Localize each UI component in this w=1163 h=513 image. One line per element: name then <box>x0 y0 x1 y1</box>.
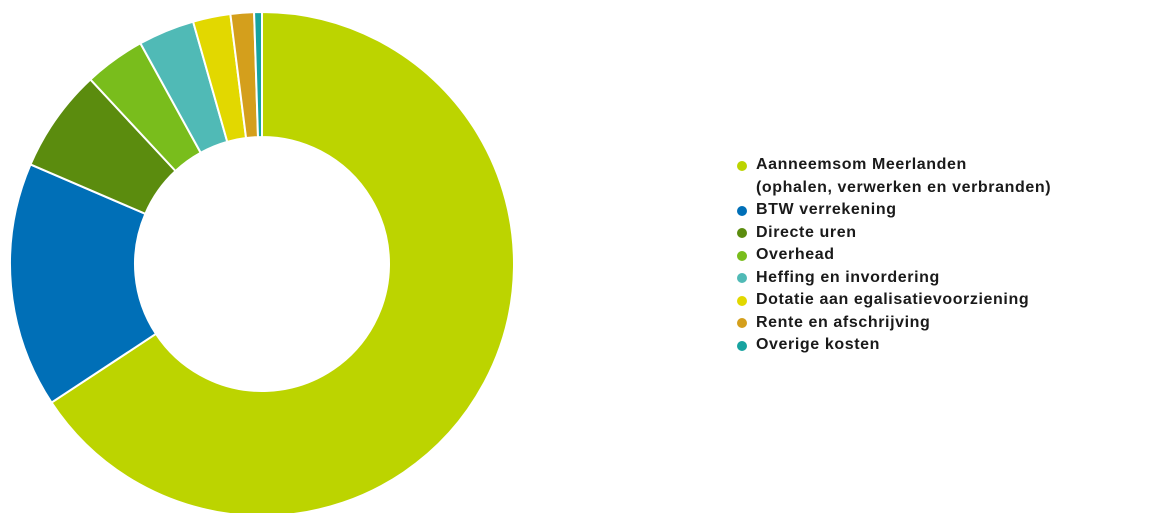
legend-swatch <box>737 318 747 328</box>
legend-swatch <box>737 340 747 351</box>
chart-legend: Aanneemsom Meerlanden (ophalen, verwerke… <box>736 154 1163 357</box>
legend-swatch <box>737 273 747 283</box>
legend-item: Aanneemsom Meerlanden (ophalen, verwerke… <box>736 154 1163 199</box>
legend-item: Heffing en invordering <box>736 267 1163 290</box>
donut-slice-1 <box>9 163 157 404</box>
legend-swatch <box>737 228 747 238</box>
legend-item: Directe uren <box>736 222 1163 245</box>
legend-swatch <box>737 160 747 171</box>
legend-swatch <box>737 205 747 216</box>
legend-label: Dotatie aan egalisatievoorziening <box>756 291 1030 308</box>
legend-item: Rente en afschrijving <box>736 312 1163 335</box>
legend-item: Overhead <box>736 244 1163 267</box>
legend-item: Overige kosten <box>736 334 1163 357</box>
donut-slices <box>9 11 515 513</box>
legend-label: Overhead <box>756 246 835 263</box>
legend-swatch <box>737 250 747 261</box>
donut-slice-7 <box>253 11 263 139</box>
donut-slice-0 <box>50 11 515 513</box>
legend-label: Overige kosten <box>756 336 881 353</box>
legend-label: Aanneemsom Meerlanden (ophalen, verwerke… <box>756 156 1052 196</box>
legend-label: Heffing en invordering <box>756 268 940 286</box>
legend-label: Rente en afschrijving <box>756 313 931 331</box>
legend-swatch <box>737 295 747 306</box>
legend-item: BTW verrekening <box>736 199 1163 222</box>
legend-item: Dotatie aan egalisatievoorziening <box>736 289 1163 312</box>
legend-label: Directe uren <box>756 223 857 241</box>
legend-label: BTW verrekening <box>756 201 897 218</box>
